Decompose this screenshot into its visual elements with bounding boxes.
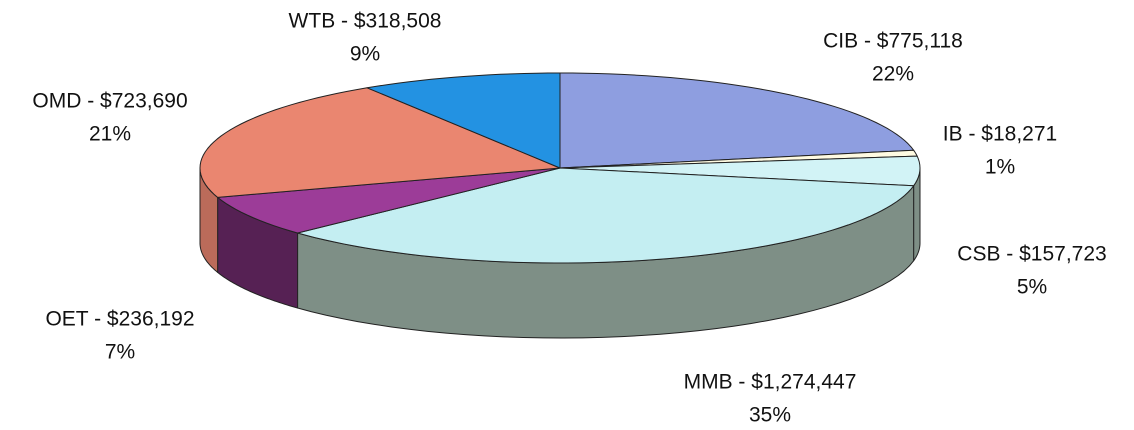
slice-value-label: 1% (985, 156, 1015, 179)
slice-label: OMD - $723,690 (32, 90, 187, 113)
slice (297, 167, 915, 264)
slice (559, 72, 915, 169)
slice-value-label: 9% (350, 43, 380, 66)
slice-label: IB - $18,271 (943, 123, 1057, 146)
slice (199, 87, 561, 198)
slice-label: MMB - $1,274,447 (684, 371, 857, 394)
slice (217, 167, 561, 234)
slice (366, 72, 561, 169)
slice-value-label: 7% (105, 341, 135, 364)
slice-label: CIB - $775,118 (823, 30, 963, 53)
slice-value-label: 35% (749, 404, 791, 427)
slice-label: WTB - $318,508 (289, 10, 442, 33)
slice-value-label: 5% (1017, 276, 1047, 299)
slice-label: CSB - $157,723 (957, 243, 1106, 266)
slice-label: OET - $236,192 (45, 308, 194, 331)
slice-value-label: 21% (89, 123, 131, 146)
slice (559, 155, 921, 187)
slice-value-label: 22% (872, 63, 914, 86)
